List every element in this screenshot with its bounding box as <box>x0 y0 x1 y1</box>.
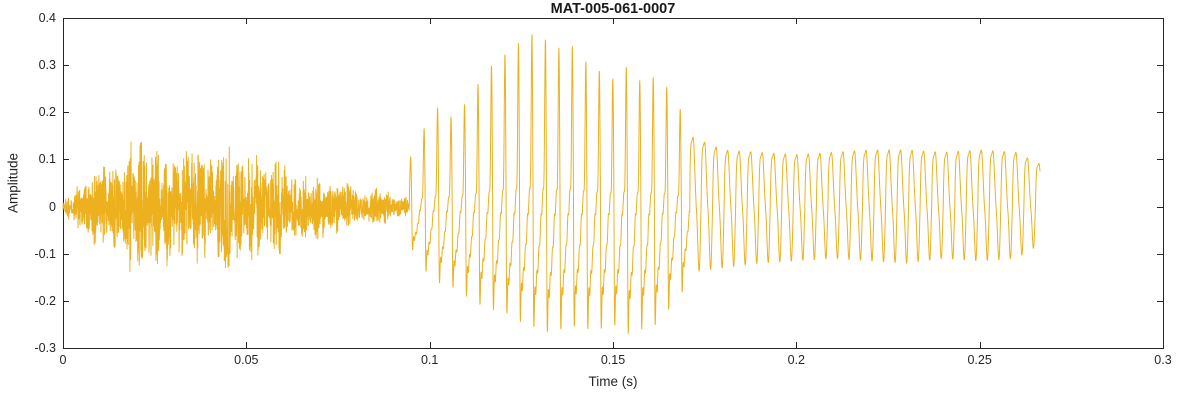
x-tick-label: 0.3 <box>1154 353 1172 367</box>
y-tick-label: -0.3 <box>34 341 56 355</box>
x-tick-label: 0.25 <box>967 353 992 367</box>
x-tick-label: 0.05 <box>234 353 259 367</box>
y-tick-label: 0 <box>49 199 56 214</box>
x-axis-label: Time (s) <box>588 374 638 389</box>
y-tick-label: 0.3 <box>38 58 56 73</box>
y-tick-label: -0.1 <box>34 246 56 261</box>
y-tick-label: 0.4 <box>38 11 56 25</box>
x-tick-label: 0.15 <box>600 353 626 367</box>
y-tick-label: 0.1 <box>38 152 56 167</box>
x-tick-label: 0 <box>59 353 67 367</box>
chart-title: MAT-005-061-0007 <box>550 1 676 17</box>
y-tick-label: -0.2 <box>34 293 56 308</box>
x-tick-label: 0.2 <box>787 353 806 367</box>
y-tick-label: 0.2 <box>38 105 56 120</box>
x-tick-label: 0.1 <box>420 353 439 367</box>
